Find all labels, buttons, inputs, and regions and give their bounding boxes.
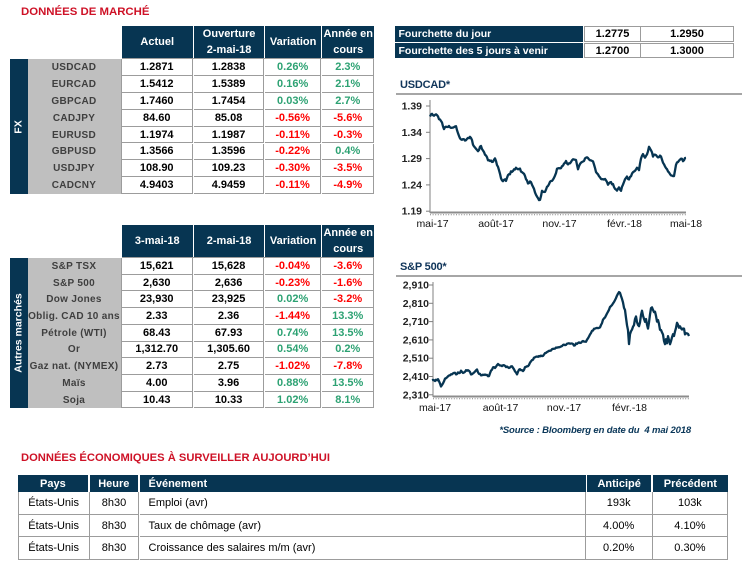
svg-text:1.39: 1.39 <box>402 101 423 113</box>
svg-text:nov.-17: nov.-17 <box>547 402 581 414</box>
svg-text:févr.-18: févr.-18 <box>612 402 647 414</box>
svg-text:mai-17: mai-17 <box>419 402 451 414</box>
svg-text:août-17: août-17 <box>483 402 519 414</box>
svg-text:mai-18: mai-18 <box>670 218 702 230</box>
svg-text:2,410: 2,410 <box>403 371 429 383</box>
svg-text:2,710: 2,710 <box>403 316 429 328</box>
svg-text:1.19: 1.19 <box>402 206 423 218</box>
svg-text:2,310: 2,310 <box>403 389 429 401</box>
svg-text:août-17: août-17 <box>478 218 514 230</box>
svg-text:mai-17: mai-17 <box>416 218 448 230</box>
svg-text:2,510: 2,510 <box>403 353 429 365</box>
svg-text:2,810: 2,810 <box>403 298 429 310</box>
svg-text:2,910: 2,910 <box>403 280 429 292</box>
svg-text:1.34: 1.34 <box>402 127 423 139</box>
svg-text:1.29: 1.29 <box>402 153 423 165</box>
svg-text:nov.-17: nov.-17 <box>542 218 576 230</box>
svg-text:2,610: 2,610 <box>403 334 429 346</box>
svg-text:1.24: 1.24 <box>402 179 423 191</box>
svg-text:févr.-18: févr.-18 <box>607 218 642 230</box>
